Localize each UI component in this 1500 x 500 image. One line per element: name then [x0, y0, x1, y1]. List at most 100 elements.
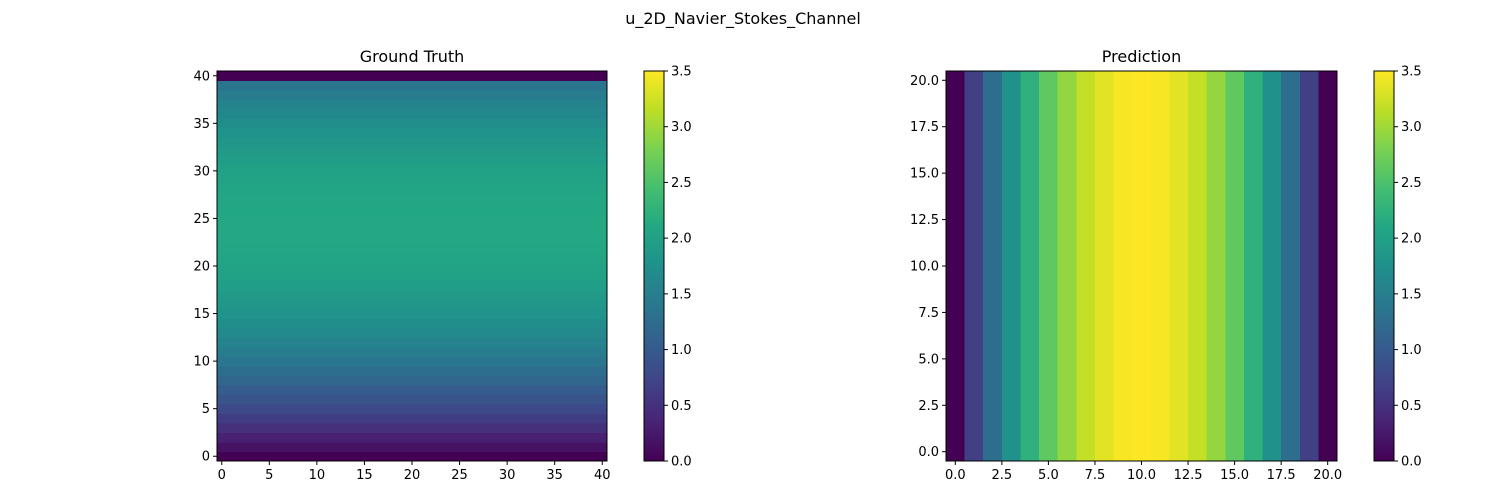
- heatmap-cell: [217, 384, 607, 396]
- x-tick-label: 10: [309, 468, 326, 483]
- heatmap-cell: [1299, 71, 1319, 461]
- heatmap-cell: [1150, 71, 1171, 461]
- heatmap-cell: [1132, 71, 1152, 461]
- x-tick-label: 35: [546, 468, 563, 483]
- heatmap-cell: [1225, 71, 1245, 461]
- x-tick-label: 5: [265, 468, 273, 483]
- heatmap-cell: [217, 175, 607, 186]
- heatmap-cell: [217, 318, 607, 329]
- y-tick-label: 10.0: [910, 260, 939, 275]
- heatmap-cell: [217, 223, 607, 234]
- heatmap-cell: [217, 194, 607, 205]
- axes-title: Prediction: [1102, 47, 1181, 66]
- heatmap-cell: [1057, 71, 1077, 461]
- colorbar-tick-label: 0.5: [1401, 399, 1422, 414]
- prediction-panel: Prediction 0.0 2.5 5.0 7.5 10.0 12.5 15.0 17.5 20…: [910, 47, 1422, 483]
- colorbar-tick-label: 2.0: [671, 232, 692, 247]
- colorbar-tick-label: 1.5: [671, 287, 692, 302]
- heatmap-grid: [217, 71, 607, 462]
- colorbar-tick-label: 0.0: [1401, 455, 1422, 470]
- heatmap-cell: [217, 166, 607, 177]
- colorbar-frame: [1373, 70, 1395, 462]
- colorbar-tick-label: 0.5: [671, 399, 692, 414]
- colorbar-tick-label: 2.0: [1401, 232, 1422, 247]
- heatmap-cell: [217, 204, 607, 215]
- heatmap-cell: [217, 432, 607, 443]
- y-tick-label: 2.5: [918, 399, 939, 414]
- heatmap-grid: [946, 71, 1338, 461]
- x-tick-label: 15: [356, 468, 373, 483]
- x-tick-label: 15.0: [1220, 468, 1249, 483]
- x-tick-label: 0.0: [945, 468, 966, 483]
- y-tick-label: 12.5: [910, 213, 939, 228]
- x-tick-label: 25: [451, 468, 468, 483]
- heatmap-cell: [217, 128, 607, 139]
- heatmap-cell: [217, 185, 607, 196]
- ground-truth-panel: Ground Truth 0 5 10 15 20 25 30 35 40 0 5 10 15 20 25 30…: [193, 47, 691, 483]
- heatmap-cell: [1243, 71, 1264, 461]
- heatmap-cell: [217, 289, 607, 300]
- y-tick-label: 15.0: [910, 167, 939, 182]
- heatmap-cell: [983, 71, 1003, 461]
- heatmap-cell: [217, 90, 607, 101]
- colorbar-tick-label: 3.5: [671, 65, 692, 80]
- heatmap-cell: [217, 413, 607, 424]
- heatmap-cell: [217, 299, 607, 310]
- y-tick-label: 0.0: [918, 445, 939, 460]
- heatmap-cell: [217, 261, 607, 272]
- y-tick-label: 35: [193, 117, 210, 132]
- heatmap-cell: [217, 109, 607, 120]
- colorbar-tick-label: 2.5: [671, 176, 692, 191]
- heatmap-cell: [1281, 71, 1301, 461]
- heatmap-cell: [217, 213, 607, 224]
- heatmap-cell: [946, 71, 966, 461]
- heatmap-cell: [217, 80, 607, 91]
- x-tick-label: 5.0: [1038, 468, 1059, 483]
- heatmap-cell: [217, 308, 607, 319]
- figure-title: u_2D_Navier_Stokes_Channel: [625, 9, 861, 29]
- colorbar-frame: [643, 70, 665, 462]
- heatmap-cell: [217, 337, 607, 348]
- colorbar-tick-label: 2.5: [1401, 176, 1422, 191]
- heatmap-cell: [217, 280, 607, 291]
- y-tick-label: 15: [193, 307, 210, 322]
- heatmap-cell: [1076, 71, 1096, 461]
- y-tick-label: 20: [193, 260, 210, 275]
- y-tick-label: 5.0: [918, 352, 939, 367]
- y-tick-label: 20.0: [910, 74, 939, 89]
- heatmap-cell: [217, 118, 607, 129]
- y-tick-label: 0: [202, 450, 210, 465]
- heatmap-cell: [1094, 71, 1115, 461]
- x-tick-label: 30: [499, 468, 516, 483]
- heatmap-cell: [217, 71, 607, 82]
- colorbar: [1374, 71, 1394, 461]
- heatmap-cell: [217, 403, 607, 415]
- heatmap-cell: [1206, 71, 1226, 461]
- heatmap-cell: [217, 365, 607, 376]
- colorbar-tick-label: 1.0: [1401, 343, 1422, 358]
- heatmap-cell: [1020, 71, 1040, 461]
- heatmap-cell: [1318, 71, 1338, 461]
- y-tick-label: 10: [193, 355, 210, 370]
- colorbar-tick-label: 3.5: [1401, 65, 1422, 80]
- heatmap-cell: [217, 242, 607, 253]
- colorbar-tick-label: 1.5: [1401, 287, 1422, 302]
- heatmap-cell: [1039, 71, 1059, 461]
- heatmap-cell: [217, 147, 607, 158]
- heatmap-cell: [964, 71, 984, 461]
- y-tick-label: 40: [193, 69, 210, 84]
- x-tick-label: 7.5: [1085, 468, 1106, 483]
- colorbar: [644, 71, 664, 461]
- heatmap-cell: [217, 270, 607, 281]
- heatmap-cell: [1188, 71, 1208, 461]
- colorbar-tick-label: 3.0: [671, 120, 692, 135]
- heatmap-cell: [217, 451, 607, 462]
- heatmap-cell: [217, 137, 607, 148]
- y-tick-label: 7.5: [918, 306, 939, 321]
- heatmap-cell: [217, 346, 607, 357]
- heatmap-cell: [217, 356, 607, 367]
- y-tick-label: 25: [193, 212, 210, 227]
- colorbar-tick-label: 3.0: [1401, 120, 1422, 135]
- heatmap-cell: [1001, 71, 1022, 461]
